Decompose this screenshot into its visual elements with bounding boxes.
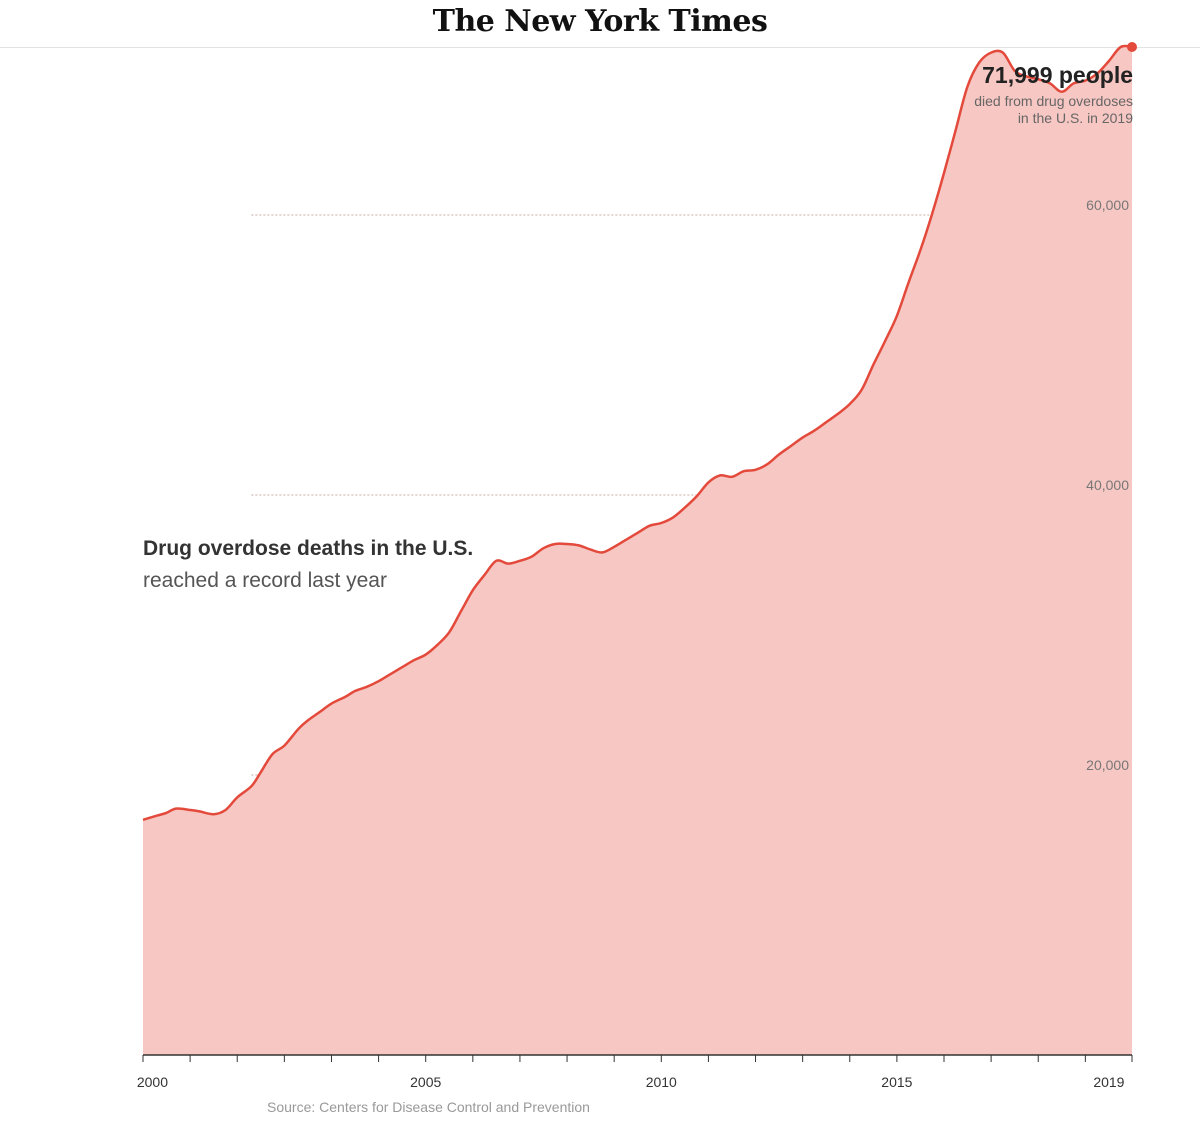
x-tick-label: 2010 [646, 1074, 677, 1090]
y-tick-label: 20,000 [1086, 757, 1129, 773]
annotation-line-2: in the U.S. in 2019 [1017, 110, 1133, 126]
x-tick-label: 2000 [137, 1074, 168, 1090]
chart-subhead: reached a record last year [143, 569, 387, 592]
series-area-fill [143, 45, 1132, 1055]
x-tick-label: 2019 [1093, 1074, 1124, 1090]
source-note: Source: Centers for Disease Control and … [267, 1099, 590, 1115]
annotation-line-1: died from drug overdoses [974, 93, 1133, 109]
chart-headline: Drug overdose deaths in the U.S. [143, 537, 474, 560]
y-axis-labels: 20,000 40,000 60,000 [1086, 197, 1129, 773]
y-tick-label: 60,000 [1086, 197, 1129, 213]
series-line [142, 44, 1133, 821]
nyt-logo[interactable]: The New York Times [432, 4, 768, 39]
x-tick-label: 2015 [881, 1074, 912, 1090]
x-tick-label: 2005 [410, 1074, 441, 1090]
x-axis-ticks: 2000 2005 2010 2015 2019 [137, 1055, 1133, 1090]
endpoint-marker [1127, 42, 1137, 53]
y-tick-label: 40,000 [1086, 477, 1129, 493]
masthead: The New York Times [0, 0, 1200, 48]
annotation-value: 71,999 people [982, 62, 1133, 88]
